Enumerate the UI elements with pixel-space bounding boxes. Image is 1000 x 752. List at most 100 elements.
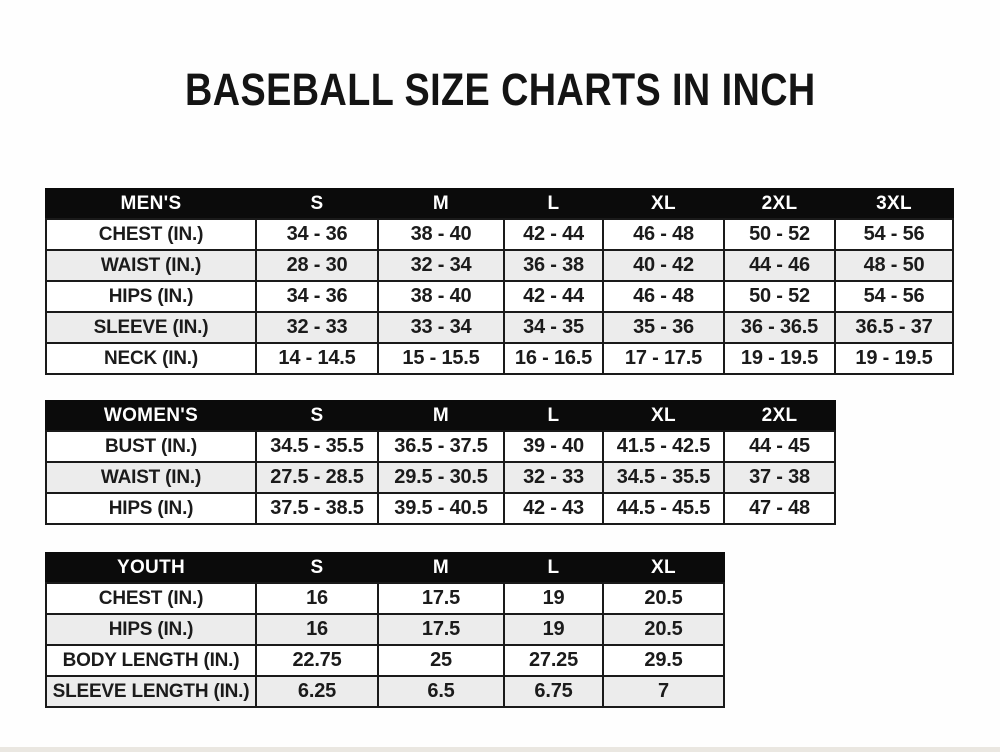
value-cell: 39.5 - 40.5 xyxy=(377,492,505,525)
value-cell: 14 - 14.5 xyxy=(255,342,379,375)
row-label-cell: BUST (IN.) xyxy=(45,430,257,463)
header-cell-womens: WOMEN'S xyxy=(45,400,257,432)
header-cell-youth: YOUTH xyxy=(45,552,257,584)
table-row-hips: HIPS (IN.) 34 - 36 38 - 40 42 - 44 46 - … xyxy=(45,280,954,313)
header-cell-xl: XL xyxy=(602,552,725,584)
value-cell: 42 - 43 xyxy=(503,492,604,525)
header-cell-m: M xyxy=(377,188,505,220)
row-label-cell: BODY LENGTH (IN.) xyxy=(45,644,257,677)
value-cell: 29.5 xyxy=(602,644,725,677)
value-cell: 32 - 34 xyxy=(377,249,505,282)
table-row-chest: CHEST (IN.) 16 17.5 19 20.5 xyxy=(45,582,725,615)
value-cell: 6.5 xyxy=(377,675,505,708)
row-label-cell: CHEST (IN.) xyxy=(45,218,257,251)
value-cell: 34.5 - 35.5 xyxy=(255,430,379,463)
header-cell-xl: XL xyxy=(602,400,725,432)
value-cell: 33 - 34 xyxy=(377,311,505,344)
table-row-hips: HIPS (IN.) 16 17.5 19 20.5 xyxy=(45,613,725,646)
womens-header-row: WOMEN'S S M L XL 2XL xyxy=(45,400,836,432)
value-cell: 16 - 16.5 xyxy=(503,342,604,375)
row-label-cell: HIPS (IN.) xyxy=(45,280,257,313)
value-cell: 39 - 40 xyxy=(503,430,604,463)
value-cell: 29.5 - 30.5 xyxy=(377,461,505,494)
value-cell: 54 - 56 xyxy=(834,218,954,251)
value-cell: 19 xyxy=(503,613,604,646)
table-row-bust: BUST (IN.) 34.5 - 35.5 36.5 - 37.5 39 - … xyxy=(45,430,836,463)
header-cell-2xl: 2XL xyxy=(723,188,836,220)
value-cell: 15 - 15.5 xyxy=(377,342,505,375)
value-cell: 47 - 48 xyxy=(723,492,836,525)
value-cell: 6.25 xyxy=(255,675,379,708)
value-cell: 34.5 - 35.5 xyxy=(602,461,725,494)
table-row-hips: HIPS (IN.) 37.5 - 38.5 39.5 - 40.5 42 - … xyxy=(45,492,836,525)
value-cell: 20.5 xyxy=(602,613,725,646)
header-cell-2xl: 2XL xyxy=(723,400,836,432)
value-cell: 41.5 - 42.5 xyxy=(602,430,725,463)
value-cell: 17.5 xyxy=(377,613,505,646)
value-cell: 6.75 xyxy=(503,675,604,708)
header-cell-s: S xyxy=(255,400,379,432)
table-row-chest: CHEST (IN.) 34 - 36 38 - 40 42 - 44 46 -… xyxy=(45,218,954,251)
value-cell: 38 - 40 xyxy=(377,280,505,313)
youth-header-row: YOUTH S M L XL xyxy=(45,552,725,584)
value-cell: 7 xyxy=(602,675,725,708)
value-cell: 36.5 - 37.5 xyxy=(377,430,505,463)
value-cell: 50 - 52 xyxy=(723,280,836,313)
header-cell-l: L xyxy=(503,188,604,220)
value-cell: 20.5 xyxy=(602,582,725,615)
value-cell: 25 xyxy=(377,644,505,677)
value-cell: 16 xyxy=(255,582,379,615)
value-cell: 44 - 45 xyxy=(723,430,836,463)
womens-size-table: WOMEN'S S M L XL 2XL BUST (IN.) 34.5 - 3… xyxy=(45,400,836,525)
header-cell-m: M xyxy=(377,400,505,432)
value-cell: 19 xyxy=(503,582,604,615)
mens-size-table: MEN'S S M L XL 2XL 3XL CHEST (IN.) 34 - … xyxy=(45,188,954,375)
value-cell: 19 - 19.5 xyxy=(723,342,836,375)
value-cell: 34 - 35 xyxy=(503,311,604,344)
table-row-sleeve: SLEEVE (IN.) 32 - 33 33 - 34 34 - 35 35 … xyxy=(45,311,954,344)
value-cell: 32 - 33 xyxy=(503,461,604,494)
row-label-cell: NECK (IN.) xyxy=(45,342,257,375)
table-row-waist: WAIST (IN.) 28 - 30 32 - 34 36 - 38 40 -… xyxy=(45,249,954,282)
value-cell: 36 - 36.5 xyxy=(723,311,836,344)
row-label-cell: HIPS (IN.) xyxy=(45,492,257,525)
row-label-cell: HIPS (IN.) xyxy=(45,613,257,646)
value-cell: 17 - 17.5 xyxy=(602,342,725,375)
value-cell: 40 - 42 xyxy=(602,249,725,282)
mens-header-row: MEN'S S M L XL 2XL 3XL xyxy=(45,188,954,220)
row-label-cell: SLEEVE LENGTH (IN.) xyxy=(45,675,257,708)
row-label-cell: CHEST (IN.) xyxy=(45,582,257,615)
value-cell: 36 - 38 xyxy=(503,249,604,282)
value-cell: 54 - 56 xyxy=(834,280,954,313)
value-cell: 50 - 52 xyxy=(723,218,836,251)
value-cell: 34 - 36 xyxy=(255,218,379,251)
value-cell: 22.75 xyxy=(255,644,379,677)
value-cell: 19 - 19.5 xyxy=(834,342,954,375)
header-cell-s: S xyxy=(255,188,379,220)
value-cell: 42 - 44 xyxy=(503,280,604,313)
header-cell-3xl: 3XL xyxy=(834,188,954,220)
value-cell: 34 - 36 xyxy=(255,280,379,313)
table-row-waist: WAIST (IN.) 27.5 - 28.5 29.5 - 30.5 32 -… xyxy=(45,461,836,494)
youth-size-table: YOUTH S M L XL CHEST (IN.) 16 17.5 19 20… xyxy=(45,552,725,708)
value-cell: 37 - 38 xyxy=(723,461,836,494)
value-cell: 16 xyxy=(255,613,379,646)
row-label-cell: WAIST (IN.) xyxy=(45,249,257,282)
value-cell: 27.25 xyxy=(503,644,604,677)
value-cell: 44.5 - 45.5 xyxy=(602,492,725,525)
value-cell: 36.5 - 37 xyxy=(834,311,954,344)
header-cell-s: S xyxy=(255,552,379,584)
header-cell-l: L xyxy=(503,400,604,432)
page-title: BASEBALL SIZE CHARTS IN INCH xyxy=(0,64,1000,116)
value-cell: 48 - 50 xyxy=(834,249,954,282)
table-row-sleeve-length: SLEEVE LENGTH (IN.) 6.25 6.5 6.75 7 xyxy=(45,675,725,708)
value-cell: 35 - 36 xyxy=(602,311,725,344)
value-cell: 42 - 44 xyxy=(503,218,604,251)
scan-artifact-band xyxy=(0,747,1000,752)
header-cell-l: L xyxy=(503,552,604,584)
value-cell: 46 - 48 xyxy=(602,218,725,251)
value-cell: 44 - 46 xyxy=(723,249,836,282)
header-cell-xl: XL xyxy=(602,188,725,220)
value-cell: 27.5 - 28.5 xyxy=(255,461,379,494)
value-cell: 17.5 xyxy=(377,582,505,615)
